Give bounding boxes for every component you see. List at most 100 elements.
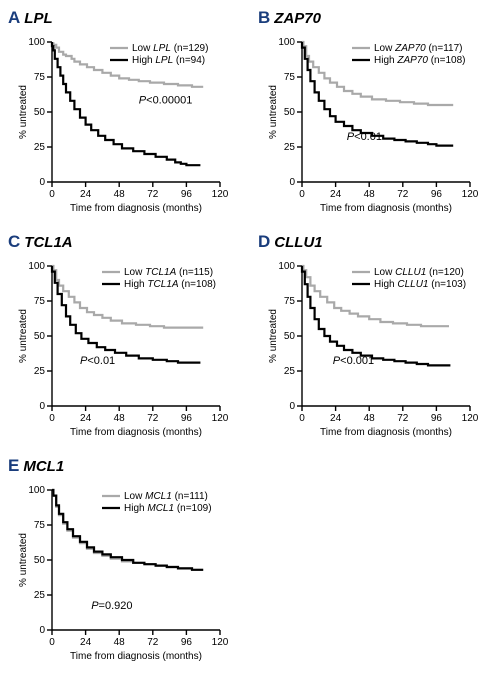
x-axis-label: Time from diagnosis (months) xyxy=(320,427,452,438)
panel-gene: ZAP70 xyxy=(274,10,321,27)
x-axis-label: Time from diagnosis (months) xyxy=(320,203,452,214)
svg-text:50: 50 xyxy=(34,331,46,342)
x-axis-label: Time from diagnosis (months) xyxy=(70,651,202,662)
svg-text:48: 48 xyxy=(114,413,126,424)
svg-text:48: 48 xyxy=(114,637,126,648)
legend: Low TCL1A (n=115)High TCL1A (n=108) xyxy=(102,267,216,290)
legend-low-label: Low MCL1 (n=111) xyxy=(124,491,208,502)
svg-text:72: 72 xyxy=(147,637,159,648)
y-axis-label: % untreated xyxy=(268,309,279,363)
svg-text:75: 75 xyxy=(34,72,46,83)
svg-text:72: 72 xyxy=(147,413,159,424)
panel-letter: D xyxy=(258,232,270,251)
svg-text:96: 96 xyxy=(431,189,443,200)
svg-text:50: 50 xyxy=(34,555,46,566)
svg-text:75: 75 xyxy=(34,296,46,307)
y-axis-label: % untreated xyxy=(268,85,279,139)
svg-text:48: 48 xyxy=(364,413,376,424)
chart: 0255075100024487296120% untreatedTime fr… xyxy=(258,28,488,218)
chart: 0255075100024487296120% untreatedTime fr… xyxy=(258,252,488,442)
svg-text:25: 25 xyxy=(34,366,46,377)
legend-high-label: High ZAP70 (n=108) xyxy=(374,55,465,66)
y-axis-label: % untreated xyxy=(18,309,29,363)
p-value: P=0.920 xyxy=(91,600,132,612)
svg-text:96: 96 xyxy=(181,189,193,200)
svg-text:72: 72 xyxy=(397,189,409,200)
svg-text:100: 100 xyxy=(278,261,295,272)
svg-text:0: 0 xyxy=(49,637,55,648)
p-value: P<0.00001 xyxy=(139,95,193,107)
panel-letter: E xyxy=(8,456,19,475)
panel-title: CTCL1A xyxy=(8,232,244,252)
panel-gene: LPL xyxy=(24,10,52,27)
svg-text:0: 0 xyxy=(289,401,295,412)
legend-high-label: High CLLU1 (n=103) xyxy=(374,279,466,290)
p-value: P<0.001 xyxy=(333,355,374,367)
legend: Low ZAP70 (n=117)High ZAP70 (n=108) xyxy=(352,43,465,66)
svg-text:48: 48 xyxy=(114,189,126,200)
panel-grid: ALPL 0 25 50 75 100 0 24 48 72 96 120 % untreated Tim… xyxy=(8,8,494,666)
svg-text:100: 100 xyxy=(28,261,45,272)
svg-text:50: 50 xyxy=(34,107,46,118)
svg-text:50: 50 xyxy=(284,107,296,118)
y-axis-label: % untreated xyxy=(18,533,29,587)
panel-letter: B xyxy=(258,8,270,27)
svg-text:100: 100 xyxy=(28,485,45,496)
legend: Low MCL1 (n=111)High MCL1 (n=109) xyxy=(102,491,212,514)
svg-text:0: 0 xyxy=(39,401,45,412)
panel-d: DCLLU10255075100024487296120% untreatedT… xyxy=(258,232,494,442)
chart: 0255075100024487296120% untreatedTime fr… xyxy=(8,252,238,442)
panel-title: EMCL1 xyxy=(8,456,244,476)
legend-low-label: Low TCL1A (n=115) xyxy=(124,267,213,278)
panel-title: DCLLU1 xyxy=(258,232,494,252)
svg-text:75: 75 xyxy=(284,72,296,83)
svg-text:0: 0 xyxy=(289,177,295,188)
svg-text:96: 96 xyxy=(181,637,193,648)
legend-low-label: Low ZAP70 (n=117) xyxy=(374,43,463,54)
svg-text:25: 25 xyxy=(34,142,46,153)
svg-text:24: 24 xyxy=(80,189,92,200)
svg-text:24: 24 xyxy=(330,189,342,200)
svg-text:100: 100 xyxy=(28,37,45,48)
legend-high-label: High MCL1 (n=109) xyxy=(124,503,212,514)
svg-text:120: 120 xyxy=(212,189,229,200)
legend: Low CLLU1 (n=120)High CLLU1 (n=103) xyxy=(352,267,466,290)
svg-text:0: 0 xyxy=(299,413,305,424)
chart: 0255075100024487296120% untreatedTime fr… xyxy=(8,476,238,666)
svg-text:120: 120 xyxy=(212,413,229,424)
panel-letter: C xyxy=(8,232,20,251)
svg-text:0: 0 xyxy=(49,413,55,424)
empty-cell xyxy=(258,456,494,666)
chart: 0 25 50 75 100 0 24 48 72 96 120 % untreated Time fr… xyxy=(8,28,238,218)
svg-text:96: 96 xyxy=(181,413,193,424)
svg-text:25: 25 xyxy=(34,590,46,601)
panel-gene: TCL1A xyxy=(24,234,72,251)
legend: Low LPL (n=129)High LPL (n=94) xyxy=(110,43,208,66)
svg-text:72: 72 xyxy=(147,189,159,200)
x-axis-label: Time from diagnosis (months) xyxy=(70,203,202,214)
panel-b: BZAP700255075100024487296120% untreatedT… xyxy=(258,8,494,218)
panel-a: ALPL 0 25 50 75 100 0 24 48 72 96 120 % untreated Tim… xyxy=(8,8,244,218)
y-axis-label: % untreated xyxy=(18,85,29,139)
panel-title: ALPL xyxy=(8,8,244,28)
legend-high-label: High TCL1A (n=108) xyxy=(124,279,216,290)
svg-text:0: 0 xyxy=(39,177,45,188)
legend-low-label: Low CLLU1 (n=120) xyxy=(374,267,464,278)
legend-high-label: High LPL (n=94) xyxy=(132,55,205,66)
panel-gene: MCL1 xyxy=(23,458,64,475)
panel-letter: A xyxy=(8,8,20,27)
svg-text:24: 24 xyxy=(330,413,342,424)
svg-text:0: 0 xyxy=(49,189,55,200)
panel-title: BZAP70 xyxy=(258,8,494,28)
svg-text:120: 120 xyxy=(462,189,479,200)
svg-text:100: 100 xyxy=(278,37,295,48)
panel-e: EMCL10255075100024487296120% untreatedTi… xyxy=(8,456,244,666)
svg-text:25: 25 xyxy=(284,142,296,153)
svg-text:50: 50 xyxy=(284,331,296,342)
x-axis-label: Time from diagnosis (months) xyxy=(70,427,202,438)
svg-text:120: 120 xyxy=(462,413,479,424)
p-value: P<0.01 xyxy=(80,355,115,367)
p-value: P<0.01 xyxy=(347,131,382,143)
svg-text:25: 25 xyxy=(284,366,296,377)
svg-text:48: 48 xyxy=(364,189,376,200)
